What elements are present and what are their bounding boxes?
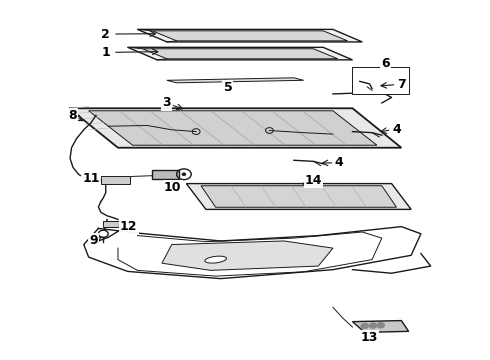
- Polygon shape: [352, 320, 409, 332]
- Text: 1: 1: [101, 46, 110, 59]
- Circle shape: [377, 322, 385, 328]
- Polygon shape: [69, 108, 401, 148]
- Circle shape: [361, 323, 368, 329]
- Text: 2: 2: [101, 28, 110, 41]
- Bar: [352, 67, 409, 94]
- Bar: [152, 170, 179, 179]
- Text: 13: 13: [361, 331, 378, 344]
- Polygon shape: [167, 78, 304, 83]
- Text: 9: 9: [89, 234, 98, 247]
- Ellipse shape: [205, 256, 226, 263]
- Polygon shape: [89, 111, 377, 145]
- Polygon shape: [152, 31, 347, 41]
- Text: 12: 12: [120, 220, 138, 233]
- Text: 4: 4: [335, 156, 343, 169]
- Polygon shape: [201, 186, 396, 207]
- Circle shape: [182, 173, 186, 176]
- Text: 7: 7: [397, 78, 406, 91]
- Text: 8: 8: [69, 109, 77, 122]
- Circle shape: [369, 323, 377, 328]
- Text: 4: 4: [392, 123, 401, 136]
- Text: 10: 10: [164, 181, 181, 194]
- Text: 5: 5: [223, 81, 232, 94]
- Text: 11: 11: [82, 172, 100, 185]
- Polygon shape: [162, 241, 333, 270]
- Polygon shape: [138, 30, 362, 42]
- Bar: [103, 221, 121, 227]
- Polygon shape: [143, 49, 338, 59]
- Text: 14: 14: [305, 174, 322, 186]
- Text: 6: 6: [381, 57, 390, 70]
- Bar: [101, 176, 130, 184]
- Polygon shape: [128, 47, 352, 60]
- Polygon shape: [186, 184, 411, 210]
- Text: 3: 3: [163, 96, 171, 109]
